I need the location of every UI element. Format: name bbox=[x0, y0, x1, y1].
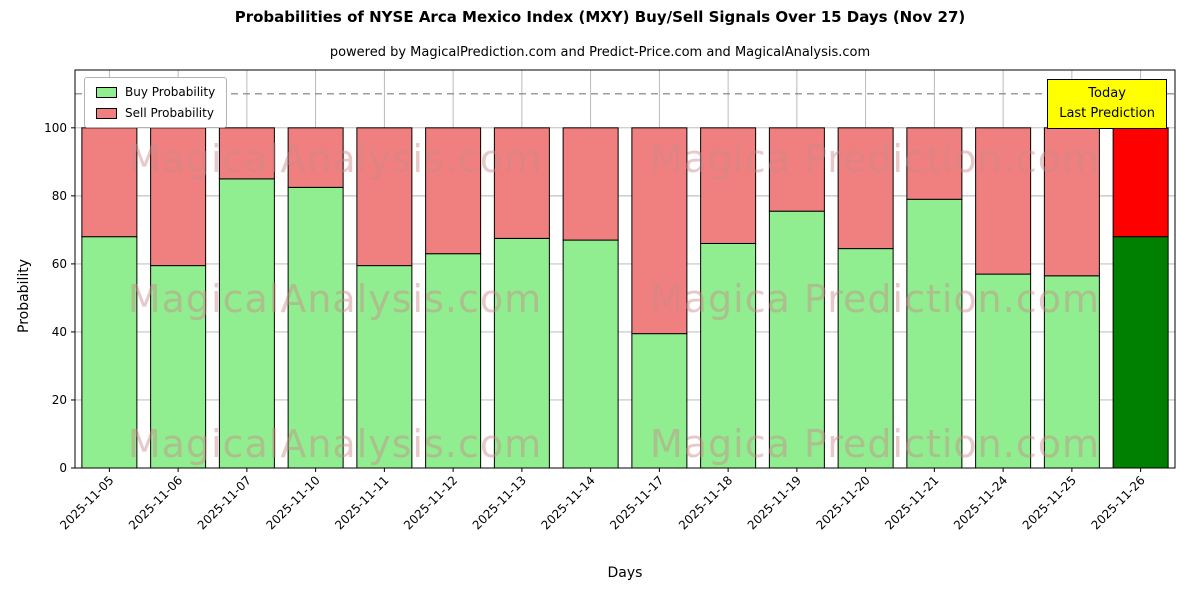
annotation-line1: Today bbox=[1088, 86, 1126, 101]
svg-text:60: 60 bbox=[52, 257, 67, 271]
svg-text:2025-11-24: 2025-11-24 bbox=[951, 473, 1010, 532]
svg-text:2025-11-21: 2025-11-21 bbox=[882, 473, 941, 532]
chart-title: Probabilities of NYSE Arca Mexico Index … bbox=[234, 8, 966, 26]
legend-label-sell: Sell Probability bbox=[125, 106, 214, 120]
legend-swatch-sell-icon bbox=[96, 107, 117, 119]
svg-text:2025-11-07: 2025-11-07 bbox=[195, 473, 254, 532]
svg-text:2025-11-06: 2025-11-06 bbox=[126, 473, 185, 532]
svg-text:40: 40 bbox=[52, 325, 67, 339]
svg-text:2025-11-05: 2025-11-05 bbox=[57, 473, 116, 532]
legend-swatch-buy-icon bbox=[96, 86, 117, 98]
svg-text:2025-11-26: 2025-11-26 bbox=[1089, 473, 1148, 532]
svg-text:0: 0 bbox=[59, 461, 67, 475]
svg-text:2025-11-12: 2025-11-12 bbox=[401, 473, 460, 532]
legend-label-buy: Buy Probability bbox=[125, 85, 216, 99]
svg-text:MagicalAnalysis.com: MagicalAnalysis.com bbox=[128, 277, 542, 321]
svg-text:2025-11-17: 2025-11-17 bbox=[607, 473, 666, 532]
svg-text:Magica Prediction.com: Magica Prediction.com bbox=[650, 137, 1100, 181]
svg-text:2025-11-25: 2025-11-25 bbox=[1020, 473, 1079, 532]
svg-text:2025-11-20: 2025-11-20 bbox=[814, 473, 873, 532]
svg-text:20: 20 bbox=[52, 393, 67, 407]
legend-item-sell: Sell Probability bbox=[96, 106, 215, 120]
svg-text:2025-11-13: 2025-11-13 bbox=[470, 473, 529, 532]
svg-text:MagicalAnalysis.com: MagicalAnalysis.com bbox=[128, 422, 542, 466]
svg-text:2025-11-10: 2025-11-10 bbox=[264, 473, 323, 532]
legend-item-buy: Buy Probability bbox=[96, 85, 215, 99]
svg-text:2025-11-18: 2025-11-18 bbox=[676, 473, 735, 532]
svg-text:Magica Prediction.com: Magica Prediction.com bbox=[650, 422, 1100, 466]
svg-text:80: 80 bbox=[52, 189, 67, 203]
svg-text:Magica Prediction.com: Magica Prediction.com bbox=[650, 277, 1100, 321]
svg-text:2025-11-11: 2025-11-11 bbox=[332, 473, 391, 532]
legend: Buy Probability Sell Probability bbox=[84, 77, 228, 128]
x-axis-label: Days bbox=[607, 565, 643, 581]
svg-text:2025-11-14: 2025-11-14 bbox=[539, 473, 598, 532]
today-annotation: Today Last Prediction bbox=[1047, 79, 1167, 130]
svg-text:MagicalAnalysis.com: MagicalAnalysis.com bbox=[128, 137, 542, 181]
chart-subtitle: powered by MagicalPrediction.com and Pre… bbox=[329, 45, 871, 60]
svg-text:2025-11-19: 2025-11-19 bbox=[745, 473, 804, 532]
y-axis-label: Probability bbox=[16, 258, 32, 334]
svg-text:100: 100 bbox=[44, 121, 67, 135]
annotation-line2: Last Prediction bbox=[1059, 106, 1155, 122]
